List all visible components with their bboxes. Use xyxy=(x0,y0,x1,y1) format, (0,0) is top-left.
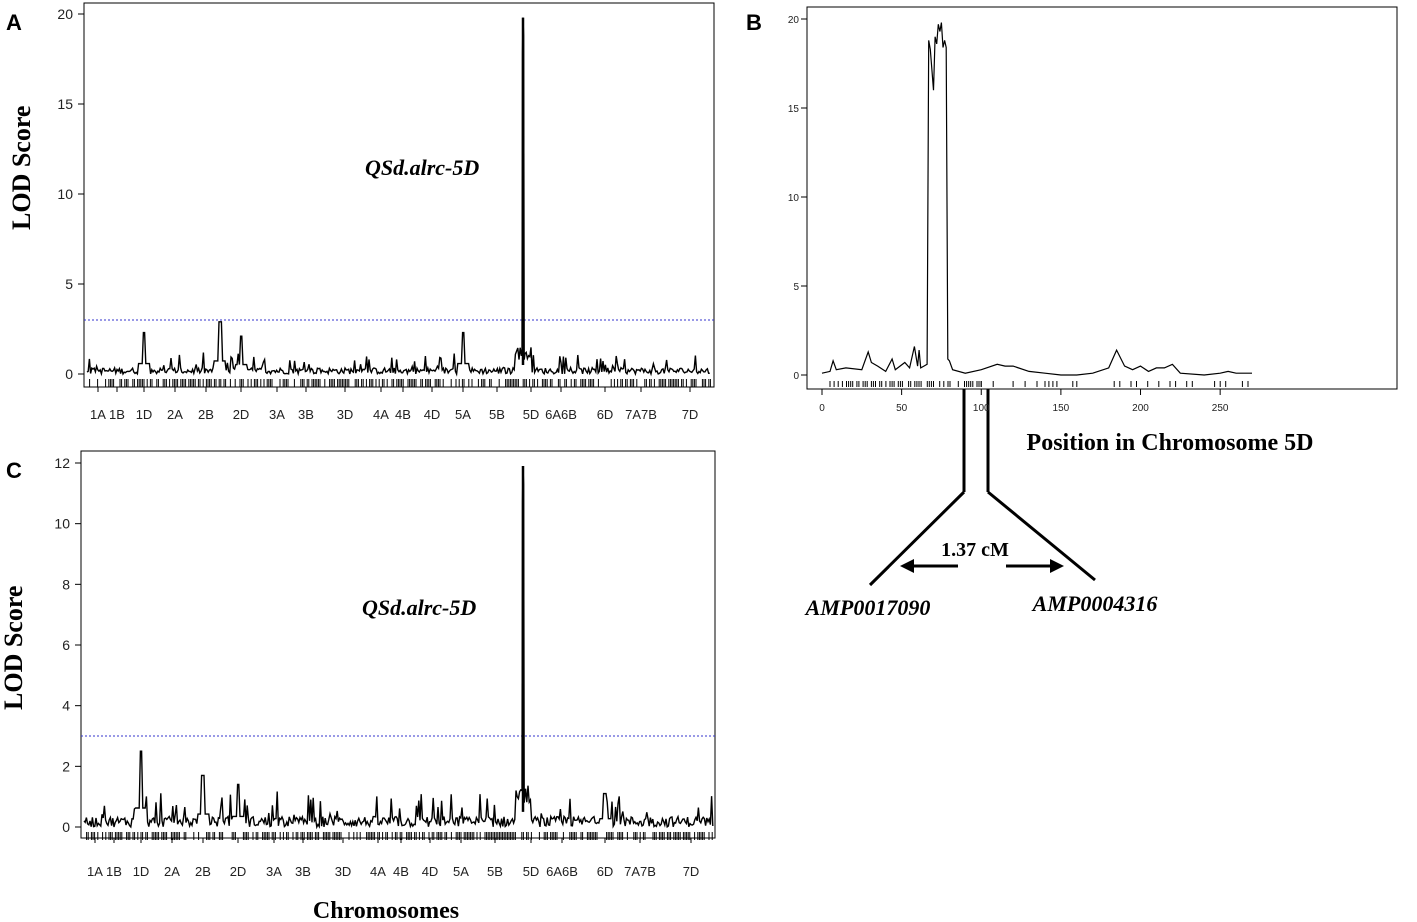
chromosome-label: 3D xyxy=(335,864,352,879)
chromosome-label: 3A xyxy=(269,407,285,422)
y-tick-label-a: 20 xyxy=(57,6,73,22)
chromosome-label: 4D xyxy=(422,864,439,879)
chromosome-label: 6A6B xyxy=(545,407,577,422)
lod-curve-b xyxy=(821,22,1252,376)
chromosome-label: 4A xyxy=(370,864,386,879)
y-tick-label-c: 10 xyxy=(54,516,70,532)
lod-curve-c xyxy=(83,465,714,830)
y-tick-label-c: 4 xyxy=(62,698,70,714)
x-tick-label-b: 50 xyxy=(896,403,908,414)
right-arrow xyxy=(1006,559,1064,573)
y-tick-label-a: 10 xyxy=(57,186,73,202)
chromosome-label: 2A xyxy=(167,407,183,422)
marker-right-label: AMP0004316 xyxy=(1031,591,1158,616)
chromosome-label: 2D xyxy=(233,407,250,422)
qtl-label-a: QSd.alrc-5D xyxy=(365,155,479,180)
y-tick-label-b: 0 xyxy=(793,371,799,382)
panel-c: LOD Score QSd.alrc-5D Chromosomes 0 2 4 6 8 1… xyxy=(0,450,716,922)
y-tick-label-b: 20 xyxy=(788,15,800,26)
chromosome-label: 3B xyxy=(295,864,311,879)
chromosome-label: 3D xyxy=(337,407,354,422)
y-tick-label-c: 12 xyxy=(54,455,70,471)
chromosome-label: 1A xyxy=(90,407,106,422)
y-tick-label-c: 0 xyxy=(62,819,70,835)
chromosome-label: 4B xyxy=(395,407,411,422)
chromosome-label: 1B xyxy=(106,864,122,879)
y-axis-label-c: LOD Score xyxy=(0,586,28,710)
panel-b: Position in Chromosome 5D 1.37 cM AMP001… xyxy=(788,6,1398,620)
qtl-label-c: QSd.alrc-5D xyxy=(362,595,476,620)
lod-curve-a xyxy=(86,17,710,377)
x-tick-label-b: 200 xyxy=(1132,403,1149,414)
x-axis-label-b: Position in Chromosome 5D xyxy=(1027,430,1314,456)
chromosome-label: 4D xyxy=(424,407,441,422)
chromosome-label: 5B xyxy=(487,864,503,879)
y-tick-label-b: 5 xyxy=(793,282,799,293)
panel-a: LOD Score QSd.alrc-5D 0 5 10 15 20 1A 1B 1D 2A 2B… xyxy=(7,2,715,422)
x-tick-label-b: 250 xyxy=(1212,403,1229,414)
chromosome-label: 5B xyxy=(489,407,505,422)
callout-right-diagonal xyxy=(987,490,1096,582)
y-tick-label-a: 5 xyxy=(65,276,73,292)
panel-letter-a: A xyxy=(6,10,22,35)
y-tick-label-a: 0 xyxy=(65,366,73,382)
distance-label: 1.37 cM xyxy=(941,539,1009,561)
x-tick-label-b: 0 xyxy=(819,403,825,414)
chromosome-label: 1B xyxy=(109,407,125,422)
y-tick-label-c: 6 xyxy=(62,637,70,653)
chromosome-label: 2B xyxy=(195,864,211,879)
chromosome-label: 2A xyxy=(164,864,180,879)
left-arrow xyxy=(900,559,958,573)
chromosome-label: 7A7B xyxy=(625,407,657,422)
chromosome-label: 1D xyxy=(133,864,150,879)
plot-frame-c xyxy=(80,450,716,839)
chromosome-label: 1A xyxy=(87,864,103,879)
chromosome-label: 6A6B xyxy=(546,864,578,879)
chromosome-label: 1D xyxy=(136,407,153,422)
callout-left-diagonal xyxy=(868,490,966,587)
y-axis-label-a: LOD Score xyxy=(7,106,36,230)
chromosome-label: 6D xyxy=(597,864,614,879)
chromosome-label: 3A xyxy=(266,864,282,879)
marker-left-label: AMP0017090 xyxy=(804,595,931,620)
chromosome-label: 5D xyxy=(523,864,540,879)
y-tick-label-c: 2 xyxy=(62,758,70,774)
chromosome-label: 5A xyxy=(453,864,469,879)
plot-frame-a xyxy=(83,2,715,388)
plot-frame-b xyxy=(806,6,1398,390)
panel-letter-b: B xyxy=(746,10,762,35)
chromosome-label: 5D xyxy=(523,407,540,422)
chromosome-label: 7A7B xyxy=(624,864,656,879)
x-tick-label-b: 100 xyxy=(973,403,990,414)
chromosome-label: 4B xyxy=(393,864,409,879)
y-tick-label-b: 15 xyxy=(788,104,800,115)
chromosome-label: 7D xyxy=(682,407,699,422)
x-axis-label-c: Chromosomes xyxy=(313,898,459,922)
chromosome-label: 6D xyxy=(597,407,614,422)
chromosome-label: 5A xyxy=(455,407,471,422)
chromosome-label: 2D xyxy=(230,864,247,879)
panel-letter-c: C xyxy=(6,458,22,483)
x-tick-label-b: 150 xyxy=(1053,403,1070,414)
chromosome-label: 3B xyxy=(298,407,314,422)
y-tick-label-a: 15 xyxy=(57,96,73,112)
chromosome-label: 7D xyxy=(683,864,700,879)
y-tick-label-c: 8 xyxy=(62,576,70,592)
chromosome-label: 4A xyxy=(373,407,389,422)
chromosome-label: 2B xyxy=(198,407,214,422)
y-tick-label-b: 10 xyxy=(788,193,800,204)
